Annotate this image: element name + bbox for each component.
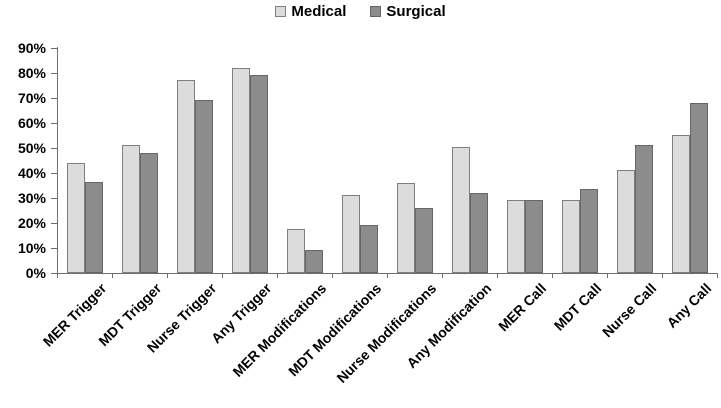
x-axis-label: Nurse Call: [598, 280, 659, 341]
y-tick: [51, 73, 57, 74]
bar-surgical-10: [634, 145, 653, 273]
y-axis-label: 70%: [17, 90, 46, 106]
y-tick: [51, 98, 57, 99]
x-tick: [662, 273, 663, 278]
y-axis-label: 80%: [17, 65, 46, 81]
bar-medical-9: [561, 200, 580, 273]
bar-medical-6: [396, 183, 415, 273]
bar-medical-2: [176, 80, 195, 273]
x-tick: [112, 273, 113, 278]
x-axis-line: [51, 273, 718, 274]
y-tick: [51, 123, 57, 124]
x-axis-label: Any Call: [662, 280, 714, 331]
bar-medical-10: [616, 170, 635, 273]
y-axis-label: 90%: [17, 40, 46, 56]
bar-medical-11: [671, 135, 690, 273]
x-axis-label: MER Call: [494, 280, 549, 335]
bar-surgical-4: [304, 250, 323, 273]
x-axis-label: MER Modifications: [228, 280, 329, 380]
x-tick: [57, 273, 58, 278]
medical-series-swatch-icon: [275, 6, 287, 17]
x-tick: [277, 273, 278, 278]
x-tick: [717, 273, 718, 278]
bar-medical-1: [121, 145, 140, 273]
x-tick: [607, 273, 608, 278]
y-tick: [51, 173, 57, 174]
y-axis-label: 30%: [17, 190, 46, 206]
bar-surgical-11: [689, 103, 708, 273]
x-tick: [167, 273, 168, 278]
bar-surgical-8: [524, 200, 543, 273]
bar-surgical-6: [414, 208, 433, 273]
y-axis-label: 50%: [17, 140, 46, 156]
surgical-series-swatch-icon: [370, 6, 382, 17]
bar-medical-8: [506, 200, 525, 273]
bar-surgical-5: [359, 225, 378, 273]
x-axis-label: MDT Modifications: [284, 280, 384, 380]
y-axis-line: [57, 47, 58, 274]
legend-item-medical: Medical: [275, 3, 346, 20]
bar-medical-7: [451, 147, 470, 273]
bar-surgical-2: [194, 100, 213, 273]
y-axis-label: 10%: [17, 240, 46, 256]
x-tick: [442, 273, 443, 278]
bar-medical-3: [231, 68, 250, 273]
y-tick: [51, 198, 57, 199]
bar-surgical-9: [579, 189, 598, 273]
y-tick: [51, 48, 57, 49]
y-axis-label: 40%: [17, 165, 46, 181]
x-axis-label: Nurse Modifications: [332, 280, 439, 386]
y-tick: [51, 148, 57, 149]
bar-medical-4: [286, 229, 305, 273]
legend-label-medical: Medical: [291, 3, 347, 20]
x-axis-label: MDT Call: [550, 280, 604, 334]
y-axis-label: 20%: [17, 215, 46, 231]
x-tick: [497, 273, 498, 278]
bar-surgical-1: [139, 153, 158, 273]
x-tick: [387, 273, 388, 278]
bar-surgical-3: [249, 75, 268, 273]
bar-surgical-0: [84, 182, 103, 273]
y-axis-label: 60%: [17, 115, 46, 131]
chart-legend: Medical Surgical: [0, 3, 721, 20]
legend-item-surgical: Surgical: [370, 3, 446, 20]
legend-label-surgical: Surgical: [386, 3, 446, 20]
bar-surgical-7: [469, 193, 488, 273]
y-tick: [51, 248, 57, 249]
bar-medical-5: [341, 195, 360, 273]
bar-medical-0: [66, 163, 85, 273]
y-axis-label: 0%: [25, 265, 46, 281]
x-tick: [332, 273, 333, 278]
y-tick: [51, 273, 57, 274]
x-tick: [552, 273, 553, 278]
y-tick: [51, 223, 57, 224]
x-tick: [222, 273, 223, 278]
